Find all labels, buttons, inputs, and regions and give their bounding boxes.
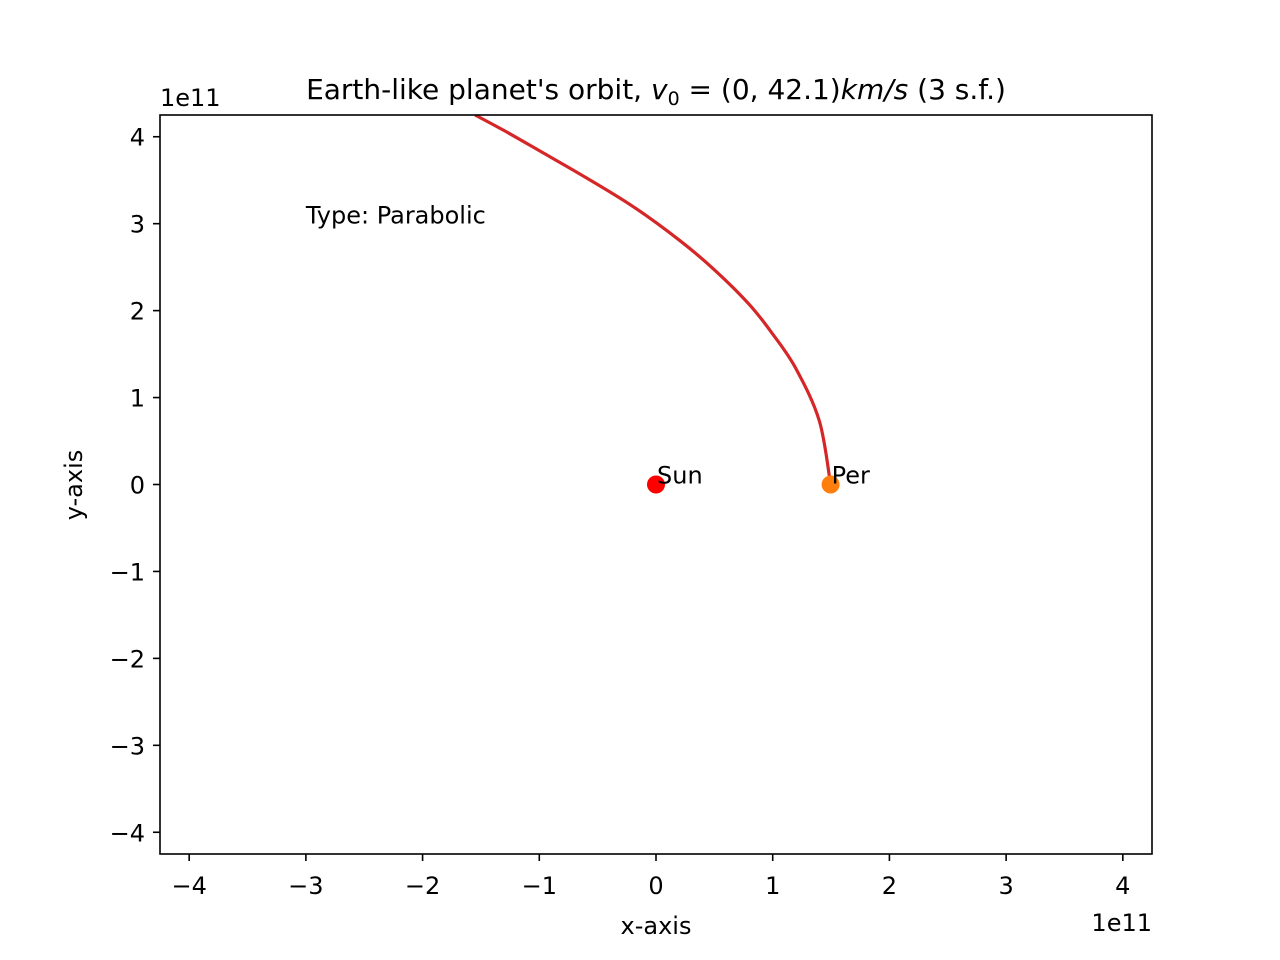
per-point [821,475,840,494]
plot-content: Sun Per Type: Parabolic [305,115,870,494]
x-tick-label: −2 [405,872,440,900]
title-prefix: Earth-like planet's orbit, [306,73,651,106]
y-offset-label: 1e11 [160,84,221,112]
y-axis-ticks: −4 −3 −2 −1 0 1 2 3 4 [110,124,160,847]
y-tick-label: −2 [110,645,145,673]
y-tick-label: −4 [110,819,145,847]
y-tick-label: 4 [130,124,145,152]
x-tick-label: −1 [522,872,557,900]
y-tick-label: 3 [130,211,145,239]
title-unit: km/s [841,73,909,106]
per-label: Per [832,462,870,490]
y-tick-label: 0 [130,472,145,500]
y-tick-label: 2 [130,298,145,326]
chart-title: Earth-like planet's orbit, v0 = (0, 42.1… [306,73,1006,110]
y-axis-label: y-axis [60,450,88,521]
sun-label: Sun [657,462,703,490]
x-tick-label: −3 [288,872,323,900]
y-tick-label: 1 [130,385,145,413]
x-tick-label: 0 [648,872,663,900]
x-tick-label: 3 [998,872,1013,900]
title-subscript: 0 [668,88,680,110]
x-offset-label: 1e11 [1091,909,1152,937]
title-equation: = (0, 42.1) [680,73,841,106]
x-tick-label: 4 [1115,872,1130,900]
x-tick-label: 2 [882,872,897,900]
x-axis-ticks: −4 −3 −2 −1 0 1 2 3 4 [171,854,1130,900]
orbit-type-annotation: Type: Parabolic [305,202,486,230]
y-tick-label: −1 [110,558,145,586]
sun-point [647,475,665,494]
x-tick-label: 1 [765,872,780,900]
orbit-line [474,115,833,485]
x-axis-label: x-axis [621,912,692,940]
y-tick-label: −3 [110,732,145,760]
title-v-symbol: v [651,73,668,106]
x-tick-label: −4 [171,872,206,900]
title-suffix: (3 s.f.) [908,73,1006,106]
